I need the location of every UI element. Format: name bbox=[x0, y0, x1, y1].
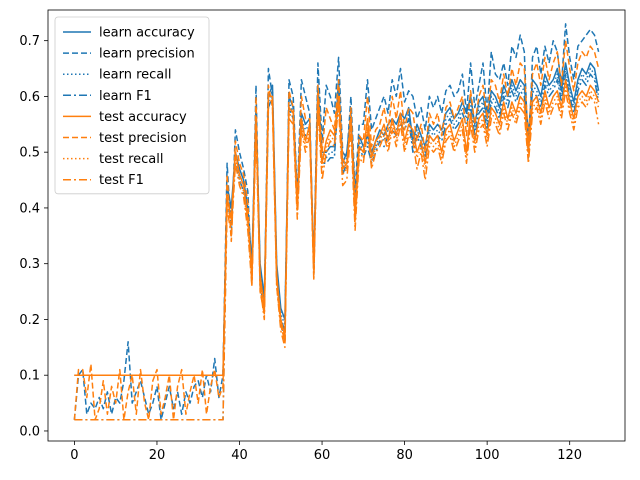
plot-frame bbox=[47, 9, 626, 442]
series-layer bbox=[73, 23, 600, 421]
y-tick-label: 0.4 bbox=[19, 201, 40, 216]
legend-label: test F1 bbox=[99, 173, 144, 188]
x-tick-label: 120 bbox=[557, 448, 582, 463]
legend: learn accuracy learn precision learn recal… bbox=[54, 16, 210, 195]
y-tick-label: 0.7 bbox=[19, 34, 40, 49]
legend-label: learn accuracy bbox=[99, 26, 195, 41]
x-tick-label: 40 bbox=[231, 448, 248, 463]
y-tick-label: 0.1 bbox=[19, 369, 40, 384]
y-tick-label: 0.2 bbox=[19, 313, 40, 328]
x-tick-label: 0 bbox=[70, 448, 78, 463]
legend-label: learn recall bbox=[99, 68, 171, 83]
x-tick-label: 100 bbox=[475, 448, 500, 463]
x-tick-label: 20 bbox=[149, 448, 166, 463]
y-tick-label: 0.3 bbox=[19, 257, 40, 272]
y-tick-label: 0.6 bbox=[19, 90, 40, 105]
y-tick-label: 0.0 bbox=[19, 424, 40, 439]
series-line-test-F1 bbox=[74, 90, 600, 421]
axes-layer: 0 20 40 60 80 100 120 0.0 0.1 0.2 0.3 0.4 0.5 0.6 0.7 bbox=[19, 9, 626, 463]
x-tick-label: 60 bbox=[314, 448, 331, 463]
x-tick-label: 80 bbox=[396, 448, 413, 463]
legend-box bbox=[54, 16, 210, 195]
series-line-test-precision bbox=[73, 39, 600, 421]
series-line-learn-precision bbox=[73, 23, 600, 421]
legend-label: learn precision bbox=[99, 47, 195, 62]
legend-label: test recall bbox=[99, 152, 164, 167]
legend-label: test accuracy bbox=[99, 110, 187, 125]
legend-label: learn F1 bbox=[99, 89, 152, 104]
y-tick-label: 0.5 bbox=[19, 146, 40, 161]
legend-label: test precision bbox=[99, 131, 187, 146]
